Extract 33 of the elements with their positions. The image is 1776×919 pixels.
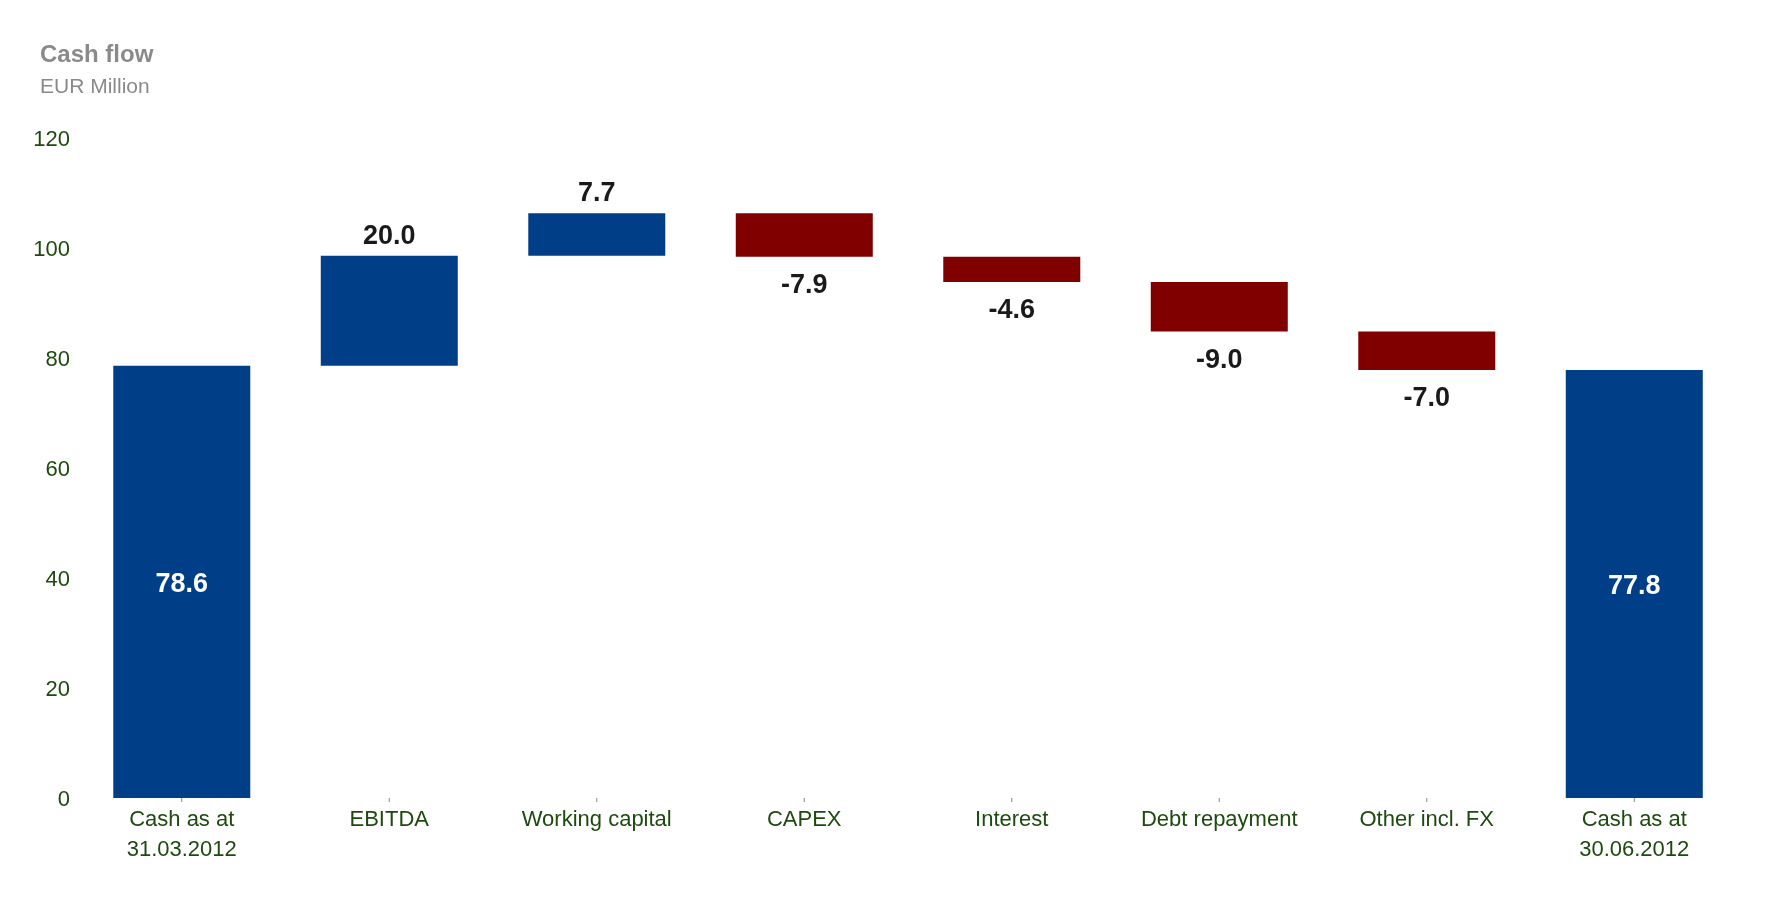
data-label: -9.0: [1196, 343, 1243, 374]
bar: [1150, 282, 1288, 332]
data-label: 7.7: [578, 177, 616, 208]
data-label: -7.9: [781, 268, 828, 299]
bar: [113, 365, 251, 798]
x-tick-label: Cash as at 30.06.2012: [1579, 806, 1690, 861]
y-tick-label: 40: [45, 565, 70, 591]
x-tick-label: Interest: [975, 806, 1049, 831]
x-tick-label: Working capital: [521, 806, 672, 831]
y-tick-label: 120: [33, 125, 70, 151]
bar: [1565, 370, 1703, 798]
y-tick-label: 20: [45, 675, 70, 701]
x-tick-label: EBITDA: [349, 806, 430, 831]
y-tick-label: 0: [57, 785, 70, 811]
data-label: 77.8: [1607, 570, 1661, 601]
x-tick-label: Other incl. FX: [1359, 806, 1495, 831]
data-label: -7.0: [1403, 382, 1451, 413]
x-tick-label: Cash as at 31.03.2012: [126, 806, 237, 861]
y-tick-label: 100: [33, 235, 70, 261]
bar: [320, 255, 458, 366]
data-label: -4.6: [988, 294, 1036, 325]
chart-title: Cash flow: [40, 40, 155, 68]
bar: [1358, 331, 1496, 371]
bar: [943, 256, 1081, 283]
chart-subtitle: EUR Million: [40, 74, 151, 98]
y-tick-label: 80: [45, 345, 70, 371]
data-label: 78.6: [155, 567, 209, 598]
bar: [528, 213, 666, 256]
y-tick-label: 60: [45, 455, 70, 481]
x-tick-label: Debt repayment: [1140, 806, 1298, 831]
bar: [735, 213, 873, 257]
data-label: 20.0: [362, 219, 416, 250]
x-tick-label: CAPEX: [766, 806, 842, 831]
